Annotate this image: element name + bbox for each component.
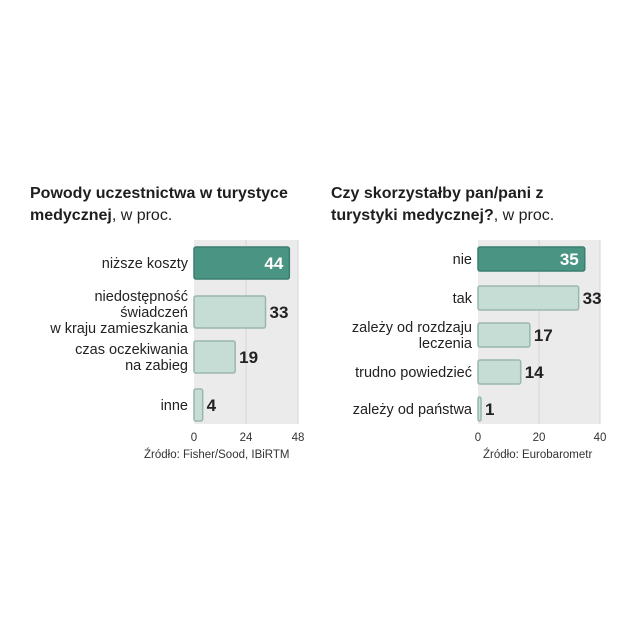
right-bar [477, 246, 586, 272]
right-value-label: 14 [525, 363, 544, 382]
left-category-label: niższe koszty [102, 256, 189, 272]
left-tick-label: 0 [191, 432, 197, 444]
right-value-label: 33 [583, 289, 602, 308]
right-bar [477, 285, 580, 311]
right-category-label: tak [453, 291, 473, 307]
right-chart-title-main: Czy skorzystałby pan/pani z turystyki me… [331, 185, 544, 224]
left-category-label: na zabieg [125, 358, 188, 374]
right-chart-source: Źródło: Eurobarometr [483, 449, 593, 461]
right-bar [477, 359, 522, 385]
right-value-label: 17 [534, 326, 553, 345]
right-bar [477, 396, 482, 422]
left-chart-title-main: Powody uczestnictwa w turystyce medyczne… [30, 185, 288, 224]
right-value-label: 1 [485, 400, 494, 419]
right-category-label: zależy od rozdzaju [352, 320, 472, 336]
right-category-label: nie [453, 252, 472, 268]
left-value-label: 44 [264, 254, 283, 273]
left-category-label: czas oczekiwania [75, 342, 189, 358]
left-bar [193, 246, 291, 280]
left-chart-title: Powody uczestnictwa w turystyce medyczne… [30, 183, 300, 227]
left-category-label: niedostępność [94, 289, 188, 305]
left-value-label: 33 [270, 303, 289, 322]
right-tick-label: 0 [475, 432, 481, 444]
right-category-label: trudno powiedzieć [355, 365, 472, 381]
right-value-label: 35 [560, 250, 579, 269]
left-category-label: inne [161, 398, 188, 414]
right-tick-label: 20 [533, 432, 546, 444]
right-category-label: leczenia [419, 336, 473, 352]
left-bar [193, 340, 236, 374]
left-category-label: w kraju zamieszkania [49, 321, 189, 337]
right-category-label: zależy od państwa [353, 402, 473, 418]
left-value-label: 19 [239, 348, 258, 367]
right-bar [477, 322, 531, 348]
left-tick-label: 24 [240, 432, 253, 444]
left-chart-source: Źródło: Fisher/Sood, IBiRTM [144, 449, 290, 461]
left-bar [193, 295, 267, 329]
left-chart-title-suffix: , w proc. [111, 207, 173, 224]
right-tick-label: 40 [594, 432, 607, 444]
left-tick-label: 48 [292, 432, 305, 444]
left-value-label: 4 [207, 396, 217, 415]
right-chart-title-suffix: , w proc. [493, 207, 555, 224]
right-chart-title: Czy skorzystałby pan/pani z turystyki me… [331, 183, 611, 227]
left-bar [193, 388, 204, 422]
left-category-label: świadczeń [120, 305, 188, 321]
